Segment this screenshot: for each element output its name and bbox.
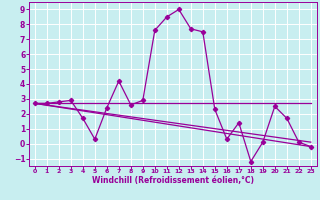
X-axis label: Windchill (Refroidissement éolien,°C): Windchill (Refroidissement éolien,°C): [92, 176, 254, 185]
